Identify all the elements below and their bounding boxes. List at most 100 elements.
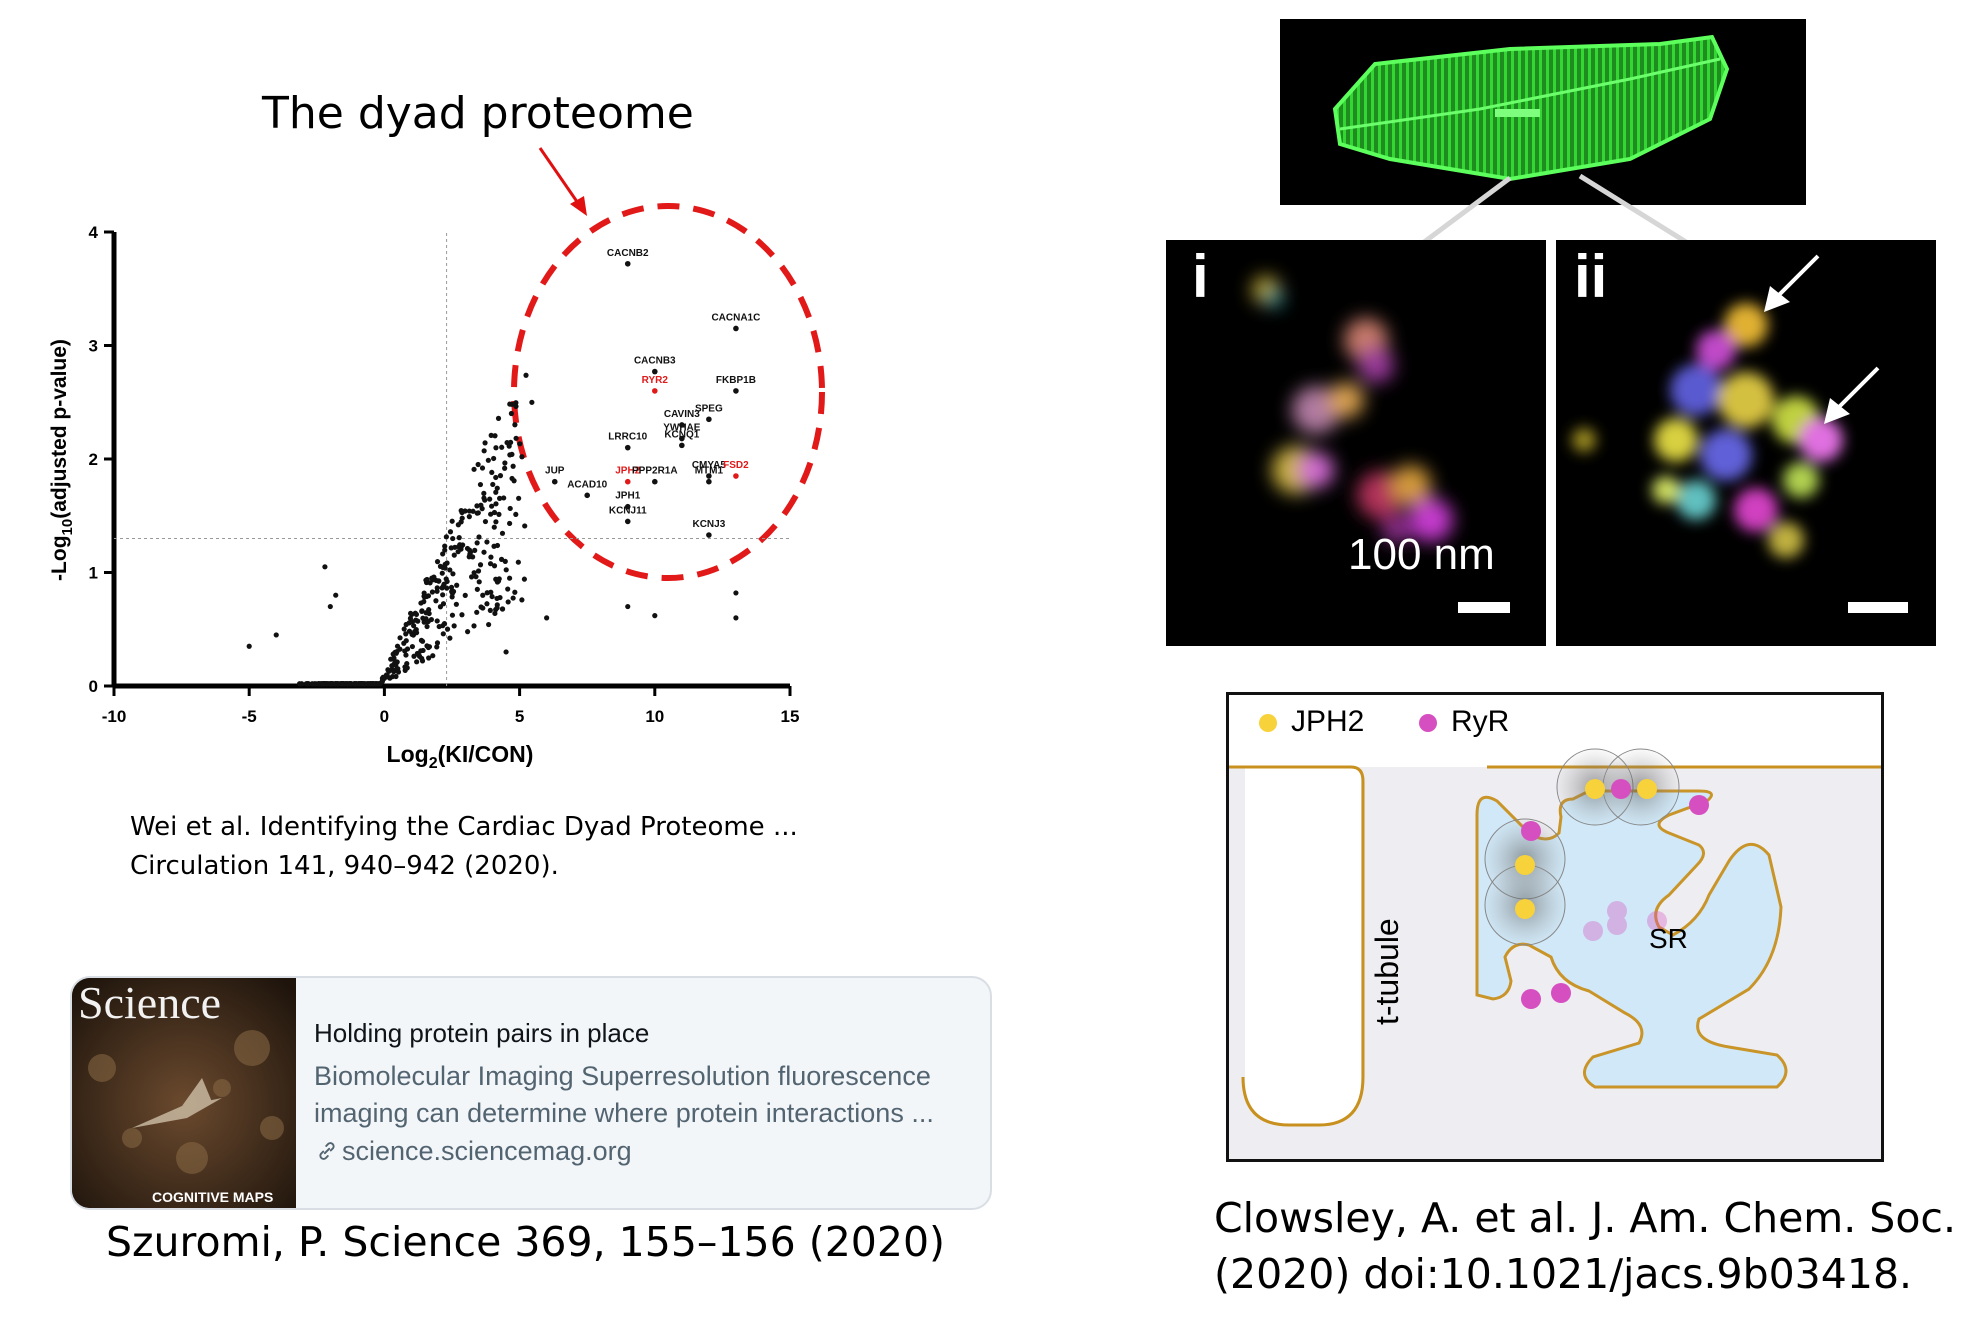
point-label: KCNJ3: [692, 519, 725, 530]
data-point: [344, 681, 351, 687]
data-point: [327, 603, 333, 610]
data-point: [404, 661, 410, 667]
data-point: [508, 410, 515, 417]
data-point: [484, 601, 490, 607]
data-point: [434, 640, 441, 646]
data-point: [462, 508, 468, 514]
data-point: [449, 518, 455, 524]
data-point: [544, 615, 550, 621]
data-point: [426, 655, 432, 661]
point-label: MTM1: [695, 466, 724, 477]
data-point: [414, 659, 420, 665]
link-preview-card[interactable]: Science COGNITIVE MAPS Holding protein p…: [70, 976, 992, 1210]
labeled-point: [624, 478, 631, 485]
y-tick-label: 4: [89, 223, 99, 242]
data-point: [474, 540, 480, 546]
point-label: CMYA5: [692, 460, 727, 471]
data-point: [486, 621, 492, 628]
y-tick-label: 1: [89, 564, 98, 583]
data-point: [450, 571, 456, 577]
volcano-citation-line1: Wei et al. Identifying the Cardiac Dyad …: [130, 812, 798, 842]
labeled-point: [706, 416, 712, 423]
data-point: [442, 543, 448, 549]
data-point: [401, 626, 407, 632]
data-point: [296, 681, 303, 687]
data-point: [451, 623, 457, 629]
data-point: [419, 608, 425, 614]
data-point: [334, 681, 340, 687]
card-title[interactable]: Holding protein pairs in place: [314, 1018, 650, 1048]
panel-ii: ii: [1556, 240, 1936, 646]
data-point: [466, 514, 472, 520]
point-label: JPH2: [615, 466, 640, 477]
point-label: CAVIN3: [664, 409, 700, 420]
x-tick-label: -10: [102, 707, 127, 726]
data-point: [444, 560, 450, 566]
data-point: [512, 589, 518, 595]
volcano-citation-line2: Circulation 141, 940–942 (2020).: [130, 851, 559, 881]
data-point: [442, 565, 448, 571]
labeled-point: [652, 478, 658, 485]
data-point: [496, 511, 502, 517]
data-point: [436, 623, 442, 630]
link-icon: [319, 1142, 335, 1160]
x-axis-label: Log2(KI/CON): [387, 741, 534, 772]
data-point: [493, 501, 499, 507]
data-point: [429, 575, 435, 581]
data-point: [409, 619, 416, 625]
data-point: [320, 681, 326, 687]
point-label: CACNB2: [607, 248, 649, 259]
card-link-text[interactable]: science.sciencemag.org: [342, 1136, 632, 1166]
data-point: [489, 503, 495, 509]
data-point: [512, 422, 518, 428]
point-label: YWHAE: [663, 423, 701, 434]
data-point: [490, 481, 496, 488]
labeled-point: [679, 435, 685, 442]
data-point: [458, 508, 464, 514]
data-point: [402, 648, 408, 654]
data-point: [472, 547, 478, 553]
data-point: [455, 549, 461, 555]
data-point: [353, 681, 360, 687]
labeled-point: [733, 473, 739, 479]
data-point: [507, 401, 513, 407]
ryr-marker-icon: [1419, 714, 1437, 733]
data-point: [502, 465, 508, 471]
data-point: [494, 485, 500, 491]
labeled-point: [551, 478, 558, 485]
data-point: [503, 649, 509, 655]
data-point: [488, 432, 494, 438]
data-point: [440, 551, 446, 557]
panel-i-label: i: [1192, 243, 1209, 310]
data-point: [460, 542, 466, 548]
data-point: [418, 648, 424, 654]
y-tick-label: 3: [89, 337, 98, 356]
data-point: [491, 563, 498, 569]
data-point: [397, 635, 403, 641]
data-point: [305, 681, 311, 687]
volcano-citation: Wei et al. Identifying the Cardiac Dyad …: [130, 808, 798, 886]
data-point: [409, 643, 415, 650]
data-point: [389, 663, 395, 669]
data-point: [462, 592, 468, 598]
dyad-schematic: JPH2 RyR SR t-tubule: [1226, 692, 1884, 1162]
masthead-text: Science: [78, 978, 221, 1028]
plot-axes: [104, 230, 792, 696]
card-description: Biomolecular Imaging Superresolution flu…: [314, 1061, 934, 1128]
jacs-citation-line2: (2020) doi:10.1021/jacs.9b03418.: [1214, 1250, 1913, 1298]
highlight-ellipse: [511, 203, 825, 581]
x-tick-label: 10: [645, 707, 664, 726]
data-point: [474, 586, 480, 592]
data-point: [447, 567, 453, 573]
data-point: [479, 465, 486, 471]
card-link[interactable]: science.sciencemag.org: [314, 1136, 632, 1167]
data-point: [434, 644, 440, 650]
data-point: [421, 599, 427, 605]
data-point: [411, 653, 417, 659]
point-label: SPEG: [695, 403, 723, 414]
data-point: [513, 400, 519, 406]
scatter-cloud: [246, 372, 739, 687]
data-point: [476, 534, 482, 540]
data-point: [246, 643, 252, 649]
